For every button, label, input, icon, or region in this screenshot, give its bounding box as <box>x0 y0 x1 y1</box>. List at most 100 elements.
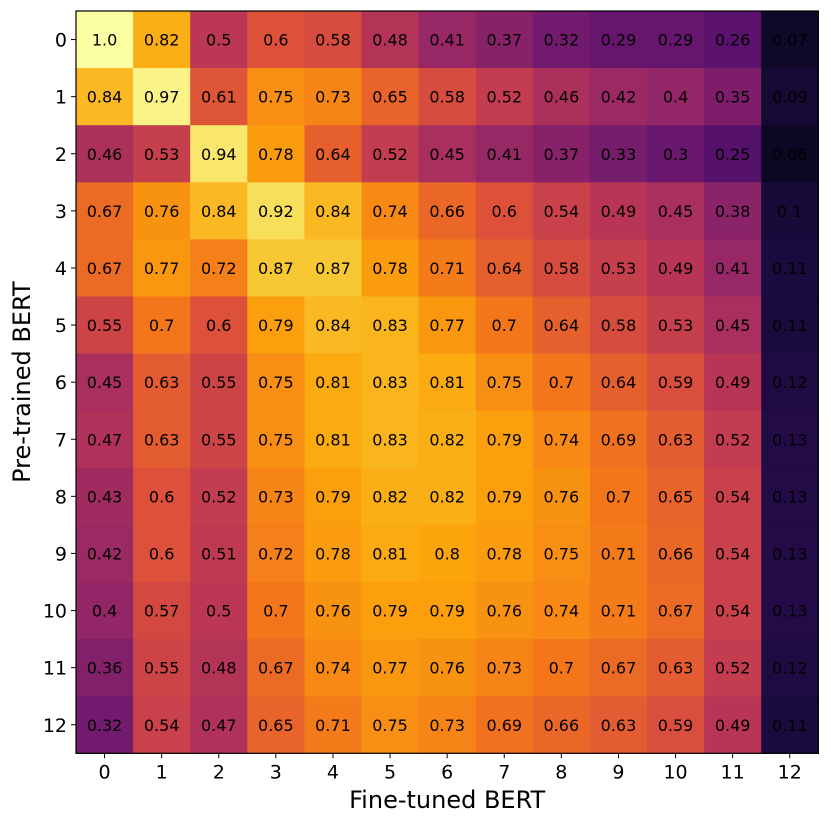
heatmap-cell-r3-c10 <box>647 182 705 240</box>
heatmap-cell-r3-c9 <box>589 182 648 240</box>
y-tick-label-7: 7 <box>55 429 67 451</box>
heatmap-cell-r8-c2 <box>190 467 248 526</box>
heatmap-cell-r6-c5 <box>361 353 420 412</box>
cell-value-r10-c3: 0.7 <box>263 602 288 621</box>
cell-value-r1-c3: 0.75 <box>258 88 294 107</box>
cell-value-r5-c6: 0.77 <box>429 316 465 335</box>
heatmap-cell-r11-c11 <box>704 639 762 697</box>
cell-value-r0-c0: 1.0 <box>92 31 117 50</box>
x-tick-label-2: 2 <box>213 761 225 783</box>
heatmap-cell-r5-c0 <box>76 296 134 355</box>
cell-value-r10-c6: 0.79 <box>429 602 465 621</box>
heatmap-cell-r11-c6 <box>418 639 477 697</box>
heatmap-cell-r1-c11 <box>704 68 762 126</box>
cell-value-r5-c1: 0.7 <box>149 316 174 335</box>
cell-value-r5-c11: 0.45 <box>715 316 751 335</box>
cell-value-r10-c11: 0.54 <box>715 602 751 621</box>
cell-value-r8-c6: 0.82 <box>429 487 465 506</box>
cell-value-r1-c0: 0.84 <box>87 88 123 107</box>
cell-value-r12-c8: 0.66 <box>544 716 580 735</box>
heatmap-cell-r6-c9 <box>589 353 648 412</box>
x-axis-label: Fine-tuned BERT <box>349 786 545 814</box>
cell-value-r3-c8: 0.54 <box>544 202 580 221</box>
heatmap-cell-r10-c8 <box>532 582 591 640</box>
heatmap-cell-r9-c12 <box>761 524 819 583</box>
cell-value-r9-c12: 0.13 <box>772 544 808 563</box>
x-tick-label-3: 3 <box>270 761 282 783</box>
cell-value-r1-c6: 0.58 <box>429 88 465 107</box>
x-tick-label-6: 6 <box>441 761 453 783</box>
cell-value-r1-c1: 0.97 <box>144 88 180 107</box>
heatmap-cell-r6-c12 <box>761 353 819 412</box>
cell-value-r10-c1: 0.57 <box>144 602 180 621</box>
cell-value-r3-c12: 0.1 <box>777 202 802 221</box>
cell-value-r1-c5: 0.65 <box>372 88 408 107</box>
cell-value-r0-c9: 0.29 <box>601 31 637 50</box>
cell-value-r1-c9: 0.42 <box>601 88 637 107</box>
heatmap-cell-r5-c4 <box>304 296 363 355</box>
cell-value-r9-c7: 0.78 <box>486 544 522 563</box>
heatmap-cell-r2-c7 <box>475 125 534 183</box>
cell-value-r0-c7: 0.37 <box>486 31 522 50</box>
cell-value-r3-c9: 0.49 <box>601 202 637 221</box>
y-tick-label-8: 8 <box>55 486 67 508</box>
cell-value-r10-c10: 0.67 <box>658 602 694 621</box>
cell-value-r3-c5: 0.74 <box>372 202 408 221</box>
cell-value-r9-c8: 0.75 <box>544 544 580 563</box>
heatmap-cell-r6-c8 <box>532 353 591 412</box>
cell-value-r2-c8: 0.37 <box>544 145 580 164</box>
cell-value-r0-c1: 0.82 <box>144 31 180 50</box>
y-tick-label-6: 6 <box>55 372 67 394</box>
heatmap-cell-r7-c2 <box>190 410 248 469</box>
cell-value-r2-c7: 0.41 <box>486 145 522 164</box>
heatmap-cell-r11-c12 <box>761 639 819 697</box>
cell-value-r10-c12: 0.13 <box>772 602 808 621</box>
x-axis-ticks: 0 1 2 3 4 5 6 7 8 9 10 11 12 <box>99 753 802 783</box>
cell-value-r11-c7: 0.73 <box>486 659 522 678</box>
heatmap-cell-r0-c10 <box>647 11 705 69</box>
cell-value-r0-c6: 0.41 <box>429 31 465 50</box>
heatmap-cell-r9-c10 <box>647 524 705 583</box>
heatmap-cell-r2-c3 <box>247 125 305 183</box>
cell-value-r3-c7: 0.6 <box>492 202 517 221</box>
heatmap-cell-r11-c1 <box>133 639 191 697</box>
heatmap-cell-r7-c5 <box>361 410 420 469</box>
heatmap-cell-r1-c3 <box>247 68 305 126</box>
heatmap-cell-r11-c0 <box>76 639 134 697</box>
heatmap-cell-r11-c9 <box>589 639 648 697</box>
heatmap-cell-r0-c9 <box>589 11 648 69</box>
heatmap-cell-r12-c9 <box>589 696 648 754</box>
cell-value-r2-c9: 0.33 <box>601 145 637 164</box>
cell-value-r9-c1: 0.6 <box>149 544 174 563</box>
y-tick-label-10: 10 <box>43 601 67 623</box>
cell-value-r7-c7: 0.79 <box>486 430 522 449</box>
cell-value-r5-c10: 0.53 <box>658 316 694 335</box>
cell-value-r6-c9: 0.64 <box>601 373 637 392</box>
cell-value-r8-c3: 0.73 <box>258 487 294 506</box>
cell-value-r3-c3: 0.92 <box>258 202 294 221</box>
cell-value-r4-c7: 0.64 <box>486 259 522 278</box>
heatmap-cell-r4-c6 <box>418 239 477 298</box>
heatmap-cell-r9-c2 <box>190 524 248 583</box>
heatmap-cell-r4-c11 <box>704 239 762 298</box>
heatmap-cell-r3-c3 <box>247 182 305 240</box>
cell-value-r4-c2: 0.72 <box>201 259 237 278</box>
cell-value-r2-c0: 0.46 <box>87 145 123 164</box>
heatmap-cell-r2-c11 <box>704 125 762 183</box>
heatmap-cell-r8-c12 <box>761 467 819 526</box>
heatmap-cell-r7-c11 <box>704 410 762 469</box>
heatmap-cell-r9-c4 <box>304 524 363 583</box>
cell-value-r8-c12: 0.13 <box>772 487 808 506</box>
cell-value-r7-c3: 0.75 <box>258 430 294 449</box>
x-tick-label-4: 4 <box>327 761 339 783</box>
heatmap-cell-r10-c10 <box>647 582 705 640</box>
cell-value-r10-c5: 0.79 <box>372 602 408 621</box>
heatmap-cell-r0-c4 <box>304 11 363 69</box>
cell-value-r1-c11: 0.35 <box>715 88 751 107</box>
cell-value-r5-c0: 0.55 <box>87 316 123 335</box>
heatmap-cell-r12-c0 <box>76 696 134 754</box>
heatmap-cell-r6-c6 <box>418 353 477 412</box>
heatmap-cell-r3-c2 <box>190 182 248 240</box>
cell-value-r9-c2: 0.51 <box>201 544 237 563</box>
